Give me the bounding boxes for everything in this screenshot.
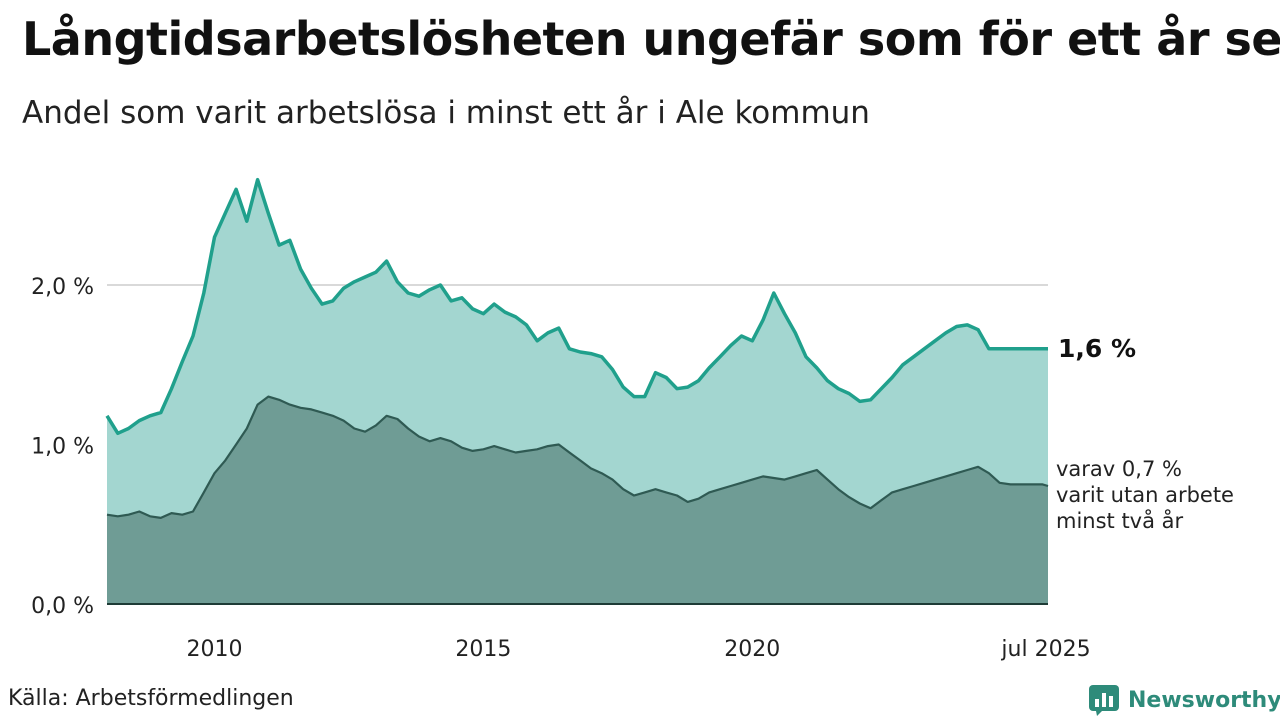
newsworthy-logo-icon — [1089, 685, 1119, 716]
x-tick-label: 2020 — [724, 637, 780, 662]
x-tick-label: jul 2025 — [1000, 637, 1090, 662]
brand-name: Newsworthy — [1128, 687, 1280, 713]
end-label-main: 1,6 % — [1058, 334, 1136, 363]
y-tick-label: 2,0 % — [31, 275, 94, 300]
line-main-series — [105, 177, 1048, 436]
end-label-sub-line: varit utan arbete — [1056, 483, 1234, 507]
chart: 0,0 % 1,0 % 2,0 % 2010 2015 2020 jul 2025 1,6 … — [31, 177, 1234, 662]
x-tick-label: 2010 — [187, 637, 243, 662]
axis-layer: 0,0 % 1,0 % 2,0 % 2010 2015 2020 jul 2025 — [31, 275, 1090, 662]
chart-subtitle: Andel som varit arbetslösa i minst ett å… — [22, 95, 870, 131]
chart-title: Långtidsarbetslösheten ungefär som för e… — [22, 12, 1280, 66]
line-sub-series — [106, 395, 1049, 519]
end-label-sub-line: minst två år — [1056, 508, 1184, 533]
y-tick-label: 0,0 % — [31, 594, 94, 619]
x-tick-label: 2015 — [455, 637, 511, 662]
end-label-sub-line: varav 0,7 % — [1056, 457, 1182, 481]
brand[interactable]: Newsworthy — [1088, 684, 1280, 716]
area-sub-series — [107, 396, 1048, 604]
source-note: Källa: Arbetsförmedlingen — [8, 686, 294, 711]
y-tick-label: 1,0 % — [31, 435, 94, 460]
area-layer — [107, 179, 1048, 604]
line-layer — [105, 177, 1049, 519]
